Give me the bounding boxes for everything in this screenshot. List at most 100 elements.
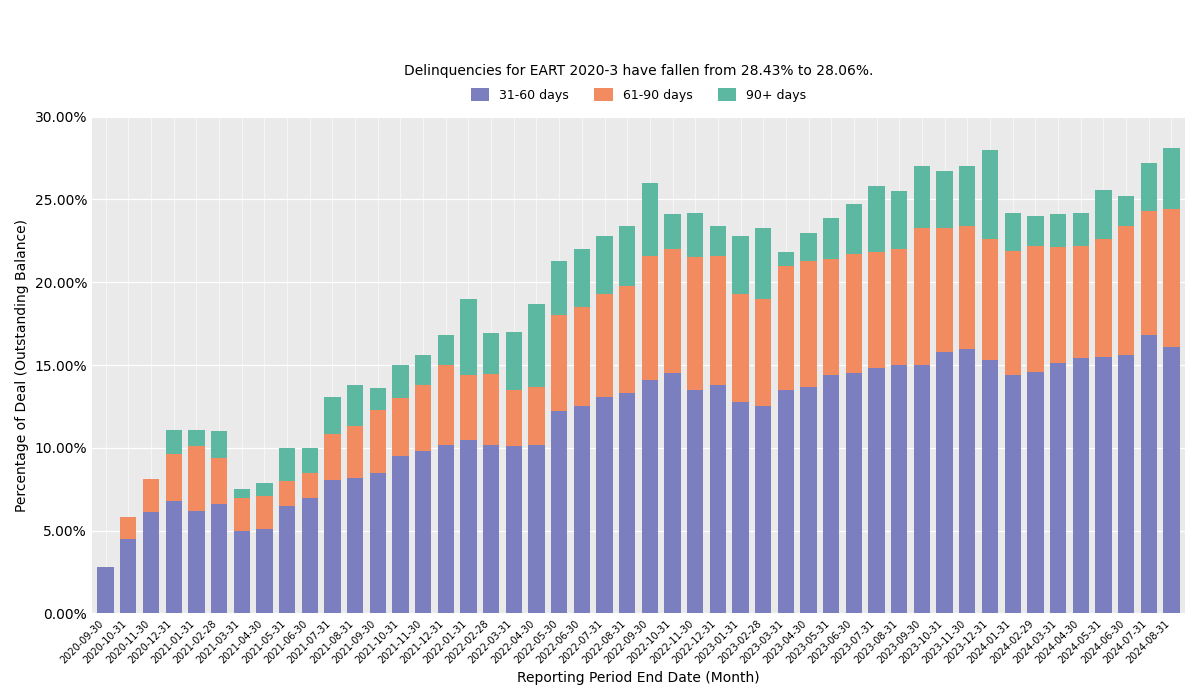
Bar [143, 512, 160, 613]
Bar [892, 191, 907, 249]
Bar [301, 448, 318, 472]
Bar [1073, 213, 1088, 246]
Bar [461, 299, 476, 375]
Bar [574, 407, 590, 613]
Bar [392, 365, 408, 398]
Bar [324, 434, 341, 480]
Bar [846, 373, 862, 613]
Bar [392, 398, 408, 456]
Bar [257, 529, 272, 613]
Bar [166, 430, 182, 454]
Bar [574, 307, 590, 407]
Bar [370, 410, 386, 473]
Bar [800, 232, 817, 260]
Bar [257, 482, 272, 496]
Bar [1140, 163, 1157, 211]
Bar [1096, 239, 1111, 357]
Bar [982, 239, 998, 360]
Y-axis label: Percentage of Deal (Outstanding Balance): Percentage of Deal (Outstanding Balance) [16, 218, 29, 512]
Bar [1004, 213, 1021, 251]
Bar [188, 511, 204, 613]
Bar [551, 316, 568, 412]
Bar [732, 402, 749, 613]
Bar [1140, 335, 1157, 613]
Bar [1027, 246, 1044, 372]
Bar [688, 390, 703, 613]
Bar [936, 228, 953, 352]
Bar [482, 332, 499, 375]
Bar [665, 249, 680, 373]
Bar [188, 430, 204, 446]
Bar [1163, 148, 1180, 209]
Bar [688, 213, 703, 258]
Bar [869, 368, 884, 613]
Bar [234, 531, 250, 613]
Bar [596, 236, 613, 294]
Bar [1073, 358, 1088, 613]
Bar [688, 258, 703, 390]
Bar [551, 260, 568, 316]
Title: Delinquencies for EART 2020-3 have fallen from 28.43% to 28.06%.: Delinquencies for EART 2020-3 have falle… [404, 64, 874, 78]
Bar [482, 374, 499, 445]
Bar [755, 407, 772, 613]
Bar [1050, 214, 1066, 248]
Bar [846, 254, 862, 373]
Bar [415, 452, 431, 613]
Bar [1118, 226, 1134, 355]
Bar [120, 517, 137, 539]
Bar [166, 501, 182, 613]
Bar [324, 480, 341, 613]
Bar [211, 431, 227, 458]
Bar [1118, 355, 1134, 613]
Bar [257, 496, 272, 529]
Bar [1050, 363, 1066, 613]
Bar [528, 386, 545, 444]
Bar [982, 360, 998, 613]
Bar [1004, 375, 1021, 613]
Bar [709, 226, 726, 255]
Bar [755, 299, 772, 407]
Bar [505, 446, 522, 613]
Bar [709, 385, 726, 613]
Bar [461, 375, 476, 440]
Bar [528, 304, 545, 386]
Bar [211, 458, 227, 504]
Bar [574, 249, 590, 307]
Bar [1027, 372, 1044, 613]
Legend: 31-60 days, 61-90 days, 90+ days: 31-60 days, 61-90 days, 90+ days [466, 83, 811, 107]
Bar [120, 539, 137, 613]
Bar [1140, 211, 1157, 335]
Bar [324, 398, 341, 434]
Bar [665, 214, 680, 249]
Bar [959, 349, 976, 613]
X-axis label: Reporting Period End Date (Month): Reporting Period End Date (Month) [517, 671, 760, 685]
Bar [914, 228, 930, 365]
Bar [278, 506, 295, 613]
Bar [892, 249, 907, 365]
Bar [482, 445, 499, 613]
Bar [347, 477, 364, 613]
Bar [619, 393, 635, 613]
Bar [892, 365, 907, 613]
Bar [800, 260, 817, 386]
Bar [1027, 216, 1044, 246]
Bar [778, 266, 794, 390]
Bar [642, 183, 658, 256]
Bar [642, 380, 658, 613]
Bar [914, 167, 930, 228]
Bar [619, 226, 635, 286]
Bar [97, 567, 114, 613]
Bar [505, 390, 522, 446]
Bar [1096, 190, 1111, 239]
Bar [370, 473, 386, 613]
Bar [438, 444, 454, 613]
Bar [211, 504, 227, 613]
Bar [709, 256, 726, 385]
Bar [143, 480, 160, 512]
Bar [438, 365, 454, 444]
Bar [959, 226, 976, 349]
Bar [914, 365, 930, 613]
Bar [732, 294, 749, 402]
Bar [1096, 357, 1111, 613]
Bar [732, 236, 749, 294]
